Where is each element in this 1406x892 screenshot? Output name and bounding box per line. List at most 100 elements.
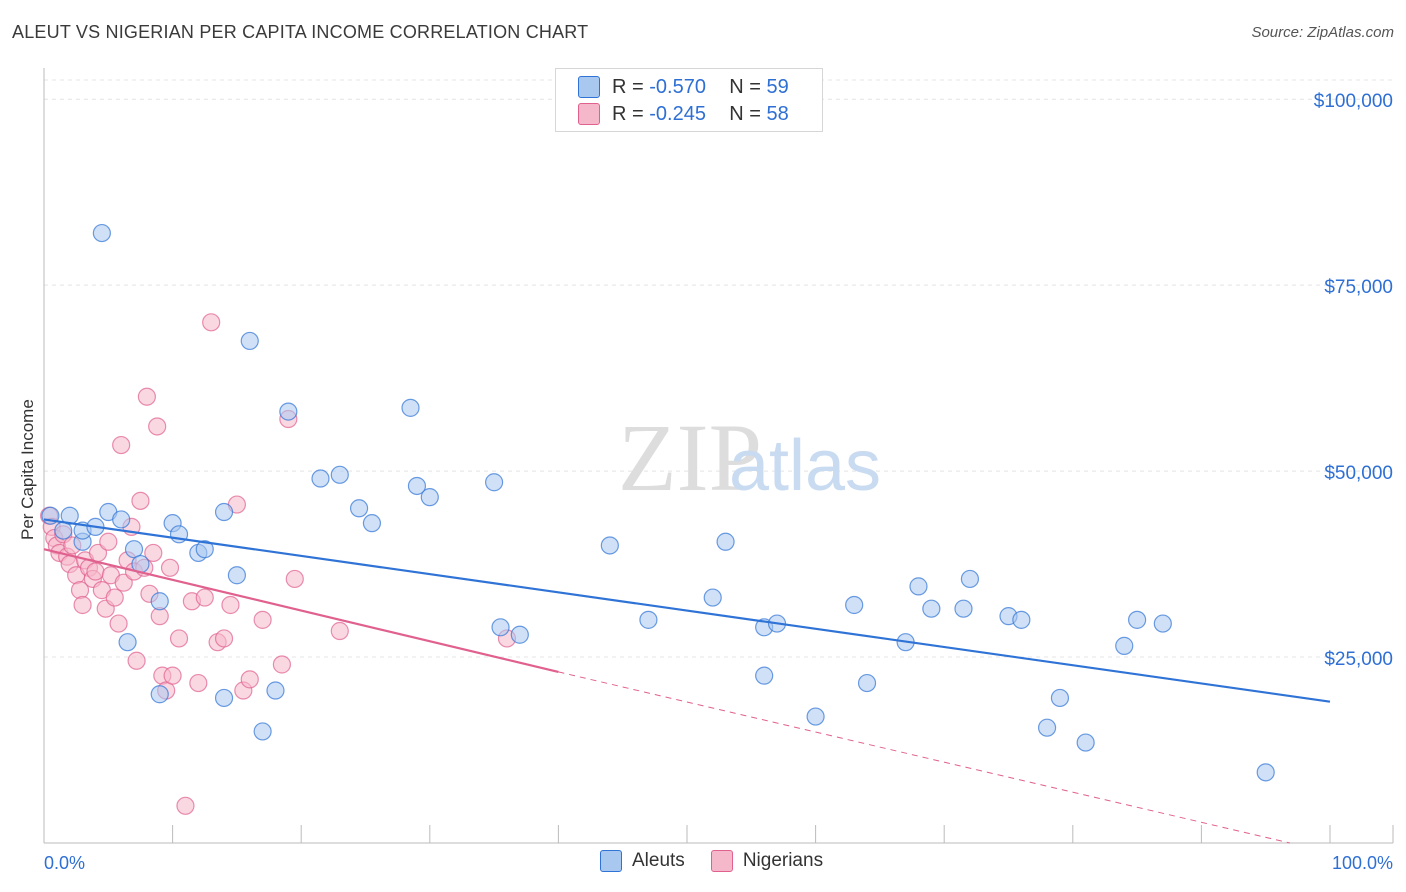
- axes: [43, 68, 1394, 844]
- data-point: [1050, 688, 1070, 708]
- source-label: Source: ZipAtlas.com: [1251, 24, 1394, 41]
- y-tick-labels: $25,000 $50,000 $75,000 $100,000: [1314, 91, 1393, 670]
- y-tick-label: $50,000: [1324, 463, 1393, 484]
- data-point: [118, 633, 137, 652]
- data-point: [131, 491, 150, 510]
- data-point: [169, 629, 189, 648]
- data-point: [105, 588, 124, 607]
- data-point: [144, 543, 163, 563]
- data-point: [806, 707, 825, 726]
- data-point: [600, 536, 619, 555]
- data-point: [1012, 610, 1031, 629]
- data-point: [163, 666, 182, 685]
- data-point: [112, 435, 131, 455]
- data-point: [127, 651, 146, 670]
- data-point: [195, 588, 214, 607]
- x-tick-label-max: 100.0%: [1332, 853, 1393, 873]
- data-point: [703, 588, 722, 607]
- legend-item-aleuts[interactable]: Aleuts: [600, 850, 685, 872]
- legend-n-label: N =: [729, 75, 761, 98]
- data-point: [639, 610, 658, 629]
- legend-r-label: R =: [612, 75, 644, 98]
- data-point: [86, 562, 105, 581]
- legend-item-nigerians[interactable]: Nigerians: [710, 850, 824, 872]
- data-point: [189, 673, 208, 693]
- chart-title: ALEUT VS NIGERIAN PER CAPITA INCOME CORR…: [12, 22, 589, 42]
- nigerians-swatch: [710, 850, 733, 872]
- legend-label-aleuts: Aleuts: [632, 850, 685, 871]
- watermark-zip: ZIP: [618, 404, 762, 511]
- data-point: [240, 670, 259, 689]
- data-point: [407, 476, 427, 496]
- nigerians-swatch: [578, 103, 600, 125]
- nigerians-trend-extension: [558, 671, 1291, 844]
- data-point: [922, 599, 941, 618]
- data-point: [420, 488, 439, 507]
- data-point: [195, 540, 214, 559]
- data-point: [92, 223, 111, 243]
- data-point: [137, 387, 156, 406]
- data-point: [160, 558, 180, 577]
- legend-r-value: -0.245: [649, 102, 706, 125]
- nigerians-points: [40, 313, 517, 815]
- data-point: [253, 722, 272, 741]
- data-point: [1127, 610, 1147, 629]
- data-point: [1153, 614, 1172, 633]
- aleuts-trend-line: [43, 518, 1331, 703]
- legend-n-label: N =: [729, 102, 761, 125]
- series-legend: Aleuts Nigerians: [600, 850, 849, 872]
- legend-r-value: -0.570: [649, 75, 706, 98]
- data-point: [755, 666, 774, 685]
- data-point: [214, 629, 234, 648]
- data-point: [266, 681, 285, 700]
- data-point: [716, 532, 735, 551]
- legend-r-label: R =: [612, 102, 644, 125]
- data-point: [60, 506, 79, 525]
- data-point: [214, 502, 234, 522]
- data-point: [73, 595, 92, 615]
- grid: [44, 79, 1393, 658]
- data-point: [401, 398, 420, 417]
- data-point: [176, 796, 195, 815]
- data-point: [221, 595, 240, 615]
- y-tick-label: $25,000: [1324, 649, 1393, 670]
- data-point: [311, 469, 330, 488]
- data-point: [491, 618, 510, 637]
- data-point: [285, 569, 304, 589]
- legend-n-value: 59: [766, 75, 789, 98]
- y-tick-label: $100,000: [1314, 91, 1393, 112]
- data-point: [1256, 763, 1275, 782]
- data-point: [1115, 636, 1134, 655]
- data-point: [845, 595, 864, 615]
- data-point: [349, 499, 369, 518]
- data-point: [214, 688, 234, 708]
- data-point: [202, 313, 221, 332]
- data-point: [148, 417, 167, 436]
- trend-lines: [43, 518, 1331, 844]
- data-point: [485, 473, 504, 492]
- data-point: [109, 614, 128, 633]
- data-point: [112, 510, 131, 529]
- data-point: [227, 566, 246, 585]
- data-point: [330, 621, 349, 641]
- aleuts-swatch: [600, 850, 622, 872]
- data-point: [909, 577, 928, 596]
- data-point: [857, 673, 877, 693]
- data-point: [150, 592, 169, 611]
- data-point: [279, 402, 298, 421]
- y-axis-label: Per Capita Income: [18, 399, 37, 540]
- data-point: [114, 573, 133, 592]
- data-point: [954, 599, 973, 618]
- data-point: [99, 532, 118, 551]
- data-point: [1076, 733, 1095, 752]
- watermark-atlas: atlas: [729, 426, 881, 506]
- stats-legend: R = -0.570 N = 59 R = -0.245 N = 58: [555, 68, 823, 132]
- legend-row-aleuts: R = -0.570 N = 59: [578, 74, 789, 100]
- x-tick-label-min: 0.0%: [44, 853, 85, 873]
- legend-label-nigerians: Nigerians: [742, 850, 824, 871]
- legend-row-nigerians: R = -0.245 N = 58: [578, 101, 789, 127]
- data-point: [362, 514, 382, 533]
- data-point: [253, 610, 272, 629]
- data-point: [272, 655, 292, 674]
